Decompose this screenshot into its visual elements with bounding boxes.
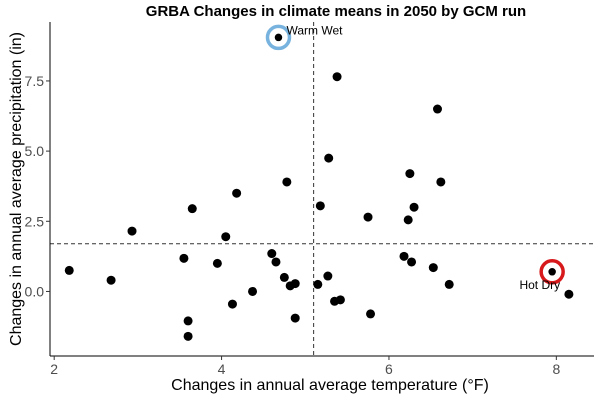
data-point [409, 202, 419, 212]
y-tick-label: 0.0 [25, 283, 45, 299]
data-point [212, 258, 222, 268]
y-tick-label: 5.0 [25, 143, 45, 159]
highlight-label: Warm Wet [286, 23, 343, 37]
highlight-ring [539, 259, 565, 285]
x-tick-label: 2 [50, 361, 58, 377]
x-tick-label: 8 [552, 361, 560, 377]
data-point [64, 265, 74, 275]
highlight-markers: Warm Wet Hot Dry [265, 23, 565, 292]
data-point [273, 32, 283, 42]
x-tick-label: 4 [218, 361, 226, 377]
chart-title: GRBA Changes in climate means in 2050 by… [146, 3, 526, 20]
y-tick-label: 7.5 [25, 73, 45, 89]
data-point [363, 212, 373, 222]
data-point [564, 289, 574, 299]
data-points [64, 32, 574, 341]
highlight-ring [265, 24, 292, 51]
x-ticks: 2 4 6 8 [50, 356, 560, 377]
reference-lines [50, 22, 594, 356]
data-point [324, 153, 334, 163]
y-tick-label: 2.5 [25, 213, 45, 229]
data-point [405, 169, 415, 179]
data-point [323, 271, 333, 281]
x-axis-title: Changes in annual average temperature (°… [171, 377, 489, 394]
data-point [313, 279, 323, 289]
data-point [432, 104, 442, 114]
axes [49, 22, 594, 357]
data-point [183, 316, 193, 326]
data-point [232, 188, 242, 198]
data-point [315, 201, 325, 211]
highlight-label: Hot Dry [519, 278, 560, 292]
data-point [332, 72, 342, 82]
y-axis-title: Changes in annual average precipitation … [8, 32, 25, 346]
data-point [183, 331, 193, 341]
data-point [547, 267, 557, 277]
data-point [179, 253, 189, 263]
data-point [444, 279, 454, 289]
data-point [279, 272, 289, 282]
data-point [428, 263, 438, 273]
data-point [290, 313, 300, 323]
data-point [335, 295, 345, 305]
data-point [366, 309, 376, 319]
data-point [267, 249, 277, 259]
x-tick-label: 6 [385, 361, 393, 377]
data-point [106, 275, 116, 285]
data-point [403, 215, 413, 225]
data-point [436, 177, 446, 187]
data-point [248, 286, 258, 296]
y-ticks: 0.0 2.5 5.0 7.5 [25, 73, 50, 299]
data-point [407, 257, 417, 267]
data-point [290, 279, 300, 289]
data-point [227, 299, 237, 309]
data-point [127, 226, 137, 236]
highlight-point-outline [273, 32, 284, 43]
highlight-point-outline [546, 266, 558, 278]
data-point [271, 257, 281, 267]
data-point [187, 204, 197, 214]
data-point [221, 232, 231, 242]
data-point [399, 251, 409, 261]
data-point [282, 177, 292, 187]
